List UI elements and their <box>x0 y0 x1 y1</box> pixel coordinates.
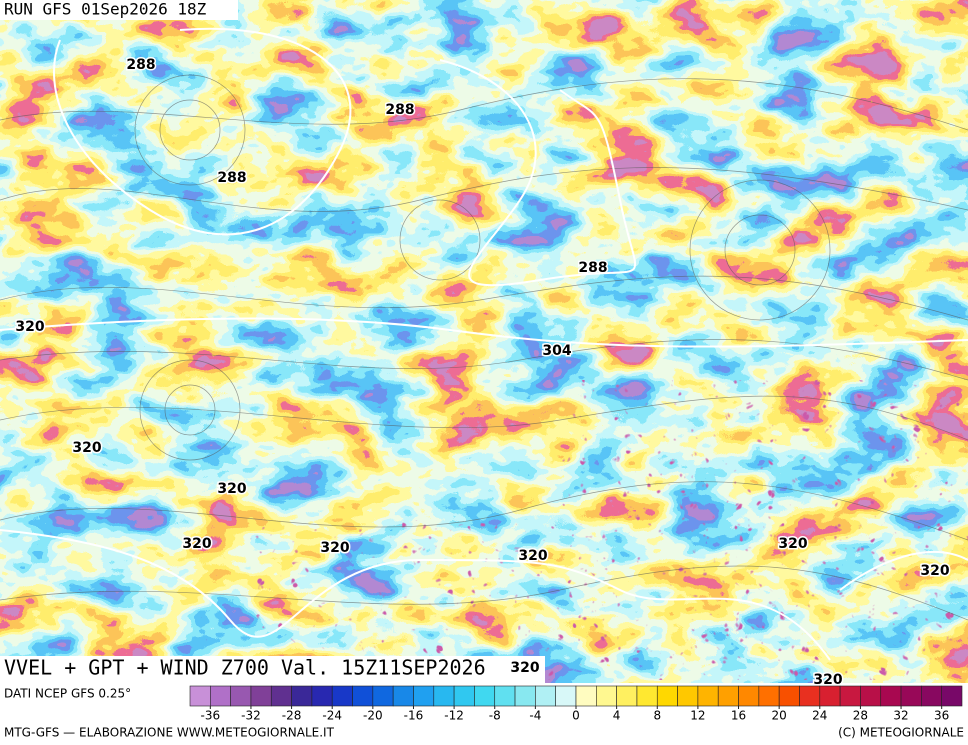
colorbar-tick-label: -16 <box>404 709 424 723</box>
colorbar-tick-label: -8 <box>489 709 501 723</box>
colorbar-box <box>453 685 475 707</box>
colorbar-tick-label: -28 <box>282 709 302 723</box>
colorbar-box <box>433 685 455 707</box>
colorbar-box <box>291 685 313 707</box>
colorbar-tick-label: 8 <box>653 709 661 723</box>
contour-label: 320 <box>15 319 44 335</box>
colorbar-box <box>900 685 922 707</box>
footer-left: MTG-GFS — ELABORAZIONE WWW.METEOGIORNALE… <box>4 726 335 740</box>
contour-label: 304 <box>542 343 571 359</box>
map <box>0 0 968 683</box>
colorbar-box <box>331 685 353 707</box>
colorbar-tick-label: -4 <box>529 709 541 723</box>
colorbar-box <box>494 685 516 707</box>
colorbar-tick-label: 20 <box>772 709 787 723</box>
colorbar-box <box>413 685 435 707</box>
contour-label: 320 <box>518 548 547 564</box>
colorbar-tick-label: 4 <box>613 709 621 723</box>
contour-label: 320 <box>320 540 349 556</box>
colorbar-box <box>860 685 882 707</box>
colorbar-box <box>250 685 272 707</box>
colorbar-tick-label: 16 <box>731 709 746 723</box>
colorbar-box <box>839 685 861 707</box>
colorbar-box <box>636 685 658 707</box>
contour-label: 288 <box>578 260 607 276</box>
contours <box>0 27 968 661</box>
colorbar-box <box>717 685 739 707</box>
contour-label: 320 <box>920 563 949 579</box>
colorbar-tick-label: 28 <box>853 709 868 723</box>
contour-label: 320 <box>778 536 807 552</box>
colorbar-box <box>535 685 556 707</box>
colorbar-box <box>819 685 841 707</box>
contour-label: 320 <box>217 481 246 497</box>
colorbar-tick-label: 24 <box>812 709 827 723</box>
title-box <box>0 656 545 683</box>
colorbar-box <box>189 685 211 707</box>
footer-right: (C) METEOGIORNALE <box>838 726 964 740</box>
colorbar-box <box>372 685 394 707</box>
colorbar-box <box>880 685 902 707</box>
colorbar-tick-label: -20 <box>363 709 383 723</box>
colorbar-box <box>677 685 699 707</box>
colorbar-box <box>210 685 231 707</box>
run-label: RUN GFS 01Sep2026 18Z <box>4 0 207 19</box>
run-box <box>0 0 238 20</box>
colorbar-tick-label: 12 <box>690 709 705 723</box>
colorbar-box <box>738 685 760 707</box>
contour-label: 320 <box>182 536 211 552</box>
contour-label: 288 <box>217 170 246 186</box>
map-title: VVEL + GPT + WIND Z700 Val. 15Z11SEP2026 <box>4 656 486 680</box>
colorbar-tick-label: -24 <box>322 709 342 723</box>
contour-label: 320 <box>813 672 842 688</box>
colorbar: -36 -32 -28 -24 -20 -16 -12 -8 -4 0 4 8 12 16 20 24 28 32… <box>189 685 963 723</box>
contour-label: 288 <box>126 57 155 73</box>
colorbar-box <box>656 685 678 707</box>
colorbar-box <box>941 685 963 707</box>
contour-label: 288 <box>385 102 414 118</box>
colorbar-box <box>778 685 800 707</box>
colorbar-tick-label: -36 <box>201 709 221 723</box>
colorbar-box <box>575 685 597 707</box>
streamlines <box>0 74 968 621</box>
contour-label: 320 <box>510 660 539 676</box>
colorbar-box <box>596 685 617 707</box>
colorbar-box <box>616 685 638 707</box>
colorbar-box <box>474 685 496 707</box>
vvel-speckle <box>560 380 968 680</box>
colorbar-box <box>270 685 292 707</box>
source-label: DATI NCEP GFS 0.25° <box>4 687 131 701</box>
colorbar-box <box>697 685 719 707</box>
colorbar-box <box>352 685 374 707</box>
colorbar-tick-label: 32 <box>893 709 908 723</box>
colorbar-box <box>758 685 780 707</box>
colorbar-box <box>555 685 577 707</box>
contour-label: 320 <box>72 440 101 456</box>
colorbar-tick-label: -12 <box>444 709 464 723</box>
colorbar-box <box>392 685 414 707</box>
colorbar-box <box>230 685 252 707</box>
colorbar-box <box>514 685 536 707</box>
contour-labels: 288 288 288 288 320 304 320 320 320 320 320 320 320 3… <box>14 56 951 690</box>
colorbar-box <box>311 685 333 707</box>
colorbar-box <box>921 685 942 707</box>
colorbar-box <box>799 685 821 707</box>
colorbar-tick-label: 36 <box>934 709 949 723</box>
colorbar-tick-label: 0 <box>572 709 580 723</box>
colorbar-tick-label: -32 <box>241 709 261 723</box>
